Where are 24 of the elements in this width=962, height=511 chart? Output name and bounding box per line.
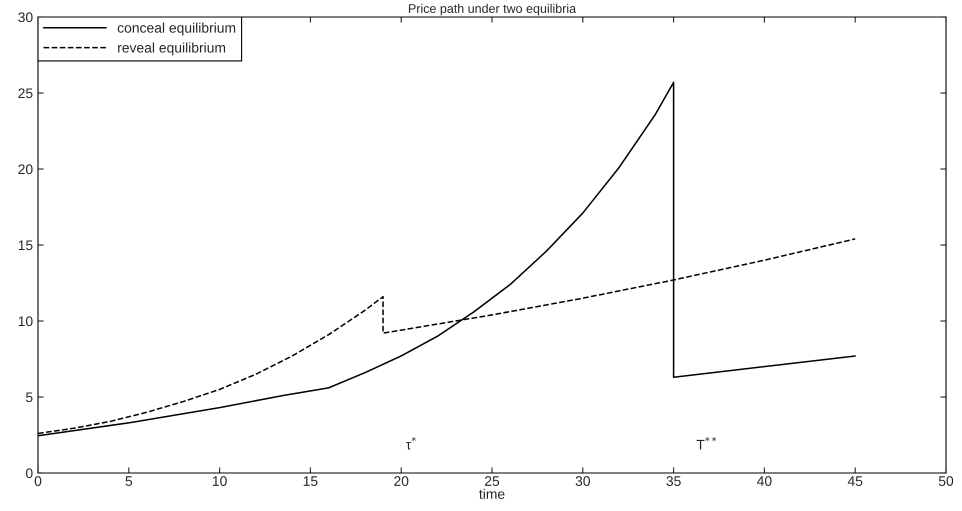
y-tick-label: 25 xyxy=(18,88,33,98)
x-tick-label: 0 xyxy=(34,476,42,486)
chart-title: Price path under two equilibria xyxy=(408,4,576,16)
x-tick-label: 40 xyxy=(756,476,772,486)
y-tick-label: 5 xyxy=(26,392,33,402)
y-tick-label: 30 xyxy=(18,12,33,22)
x-tick-label: 10 xyxy=(212,476,227,486)
x-tick-label: 20 xyxy=(394,476,408,486)
y-tick-label: 20 xyxy=(18,164,33,174)
x-tick-label: 25 xyxy=(484,476,500,486)
annotation: τ$^{*}$ xyxy=(406,436,416,450)
x-tick-label: 5 xyxy=(125,476,132,486)
annotation: T$^{**}$ xyxy=(696,436,716,450)
legend-label: reveal equilibrium xyxy=(118,42,226,56)
y-tick-label: 10 xyxy=(18,316,33,326)
y-tick-label: 0 xyxy=(26,468,33,478)
x-tick-label: 45 xyxy=(848,476,862,486)
x-tick-label: 35 xyxy=(666,476,681,486)
legend-label: conceal equilibrium xyxy=(118,22,236,36)
x-axis-title: time xyxy=(479,488,505,499)
x-tick-label: 15 xyxy=(304,476,318,486)
x-tick-label: 50 xyxy=(938,476,954,486)
x-tick-label: 30 xyxy=(576,476,590,486)
y-tick-label: 15 xyxy=(18,240,33,250)
